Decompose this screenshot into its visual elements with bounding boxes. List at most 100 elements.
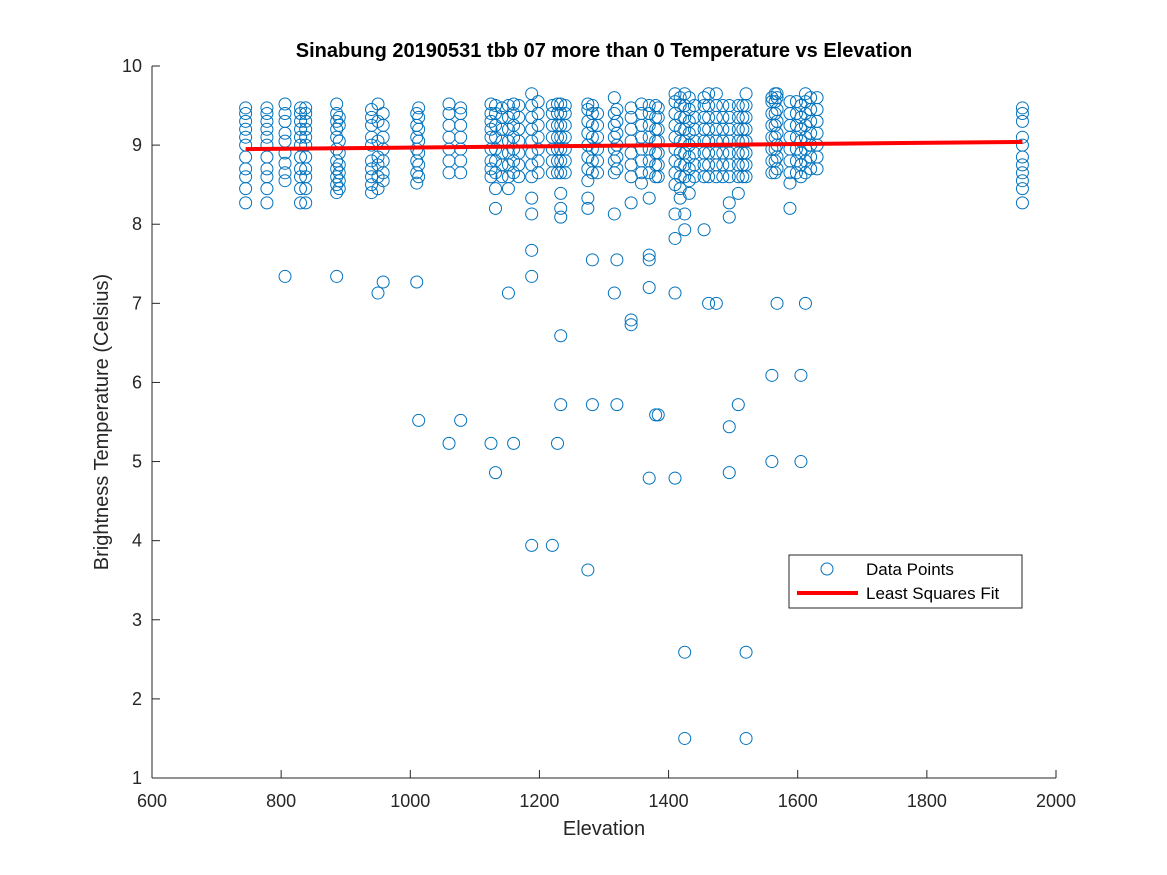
data-point (371, 286, 385, 300)
data-point (299, 138, 313, 152)
legend-marker-data-points (820, 562, 834, 576)
data-point (412, 413, 426, 427)
data-point (739, 731, 753, 745)
data-point (682, 91, 696, 105)
data-point (651, 408, 665, 422)
data-point (294, 170, 308, 184)
x-tick-label: 1000 (390, 791, 430, 811)
data-point (554, 329, 568, 343)
data-point (410, 176, 424, 190)
y-ticks: 1 2 3 4 5 6 7 8 9 10 (122, 56, 160, 788)
data-point (489, 182, 503, 196)
y-axis-label: Brightness Temperature (Celsius) (91, 274, 113, 570)
data-point (642, 248, 656, 262)
x-tick-label: 800 (266, 791, 296, 811)
data-point (770, 91, 784, 105)
data-point (607, 106, 621, 120)
x-tick-label: 1400 (649, 791, 689, 811)
data-point (501, 99, 515, 113)
data-point (765, 455, 779, 469)
data-point (260, 101, 274, 115)
data-point (716, 99, 730, 113)
data-point (687, 99, 701, 113)
data-point (330, 114, 344, 128)
data-point (454, 101, 468, 115)
data-point (507, 97, 521, 111)
data-point (330, 269, 344, 283)
x-axis-label: Elevation (563, 818, 645, 840)
data-point (585, 253, 599, 267)
data-point (581, 103, 595, 117)
x-tick-label: 1600 (778, 791, 818, 811)
data-point (810, 91, 824, 105)
data-point (558, 106, 572, 120)
data-point (554, 186, 568, 200)
data-point (299, 122, 313, 136)
data-point (294, 122, 308, 136)
data-point (260, 114, 274, 128)
data-point (260, 196, 274, 210)
data-point (794, 455, 808, 469)
data-point (794, 99, 808, 113)
x-tick-label: 1200 (519, 791, 559, 811)
data-point (702, 296, 716, 310)
data-point (678, 731, 692, 745)
data-point (585, 99, 599, 113)
data-point (239, 114, 253, 128)
data-point (365, 110, 379, 124)
data-point (610, 253, 624, 267)
data-point (736, 99, 750, 113)
data-point (299, 114, 313, 128)
axes (151, 66, 1056, 779)
data-point (668, 231, 682, 245)
data-point (454, 413, 468, 427)
legend-label-fit: Least Squares Fit (866, 584, 1000, 603)
data-point (495, 101, 509, 115)
data-point (697, 223, 711, 237)
data-point (722, 196, 736, 210)
data-point (702, 87, 716, 101)
data-point (651, 110, 665, 124)
data-point (783, 201, 797, 215)
data-point (410, 275, 424, 289)
data-point (770, 296, 784, 310)
data-point (1015, 196, 1029, 210)
data-point (365, 162, 379, 176)
data-point (484, 170, 498, 184)
data-point (1015, 101, 1029, 115)
data-point (299, 101, 313, 115)
data-point (642, 253, 656, 267)
data-point (634, 176, 648, 190)
data-point (731, 186, 745, 200)
data-point (278, 269, 292, 283)
data-point (489, 201, 503, 215)
data-point (678, 223, 692, 237)
data-point (294, 130, 308, 144)
data-point (531, 95, 545, 109)
data-point (673, 91, 687, 105)
data-point (798, 296, 812, 310)
chart-title: Sinabung 20190531 tbb 07 more than 0 Tem… (296, 40, 913, 62)
data-point (484, 122, 498, 136)
y-tick-label: 7 (132, 293, 142, 313)
data-point (668, 471, 682, 485)
data-point (610, 398, 624, 412)
data-point (260, 130, 274, 144)
data-point (239, 106, 253, 120)
data-point (678, 87, 692, 101)
data-point (525, 87, 539, 101)
data-point (299, 196, 313, 210)
x-tick-label: 2000 (1036, 791, 1076, 811)
data-point (545, 538, 559, 552)
data-point (722, 466, 736, 480)
data-point (442, 97, 456, 111)
data-point (682, 186, 696, 200)
data-point (1015, 114, 1029, 128)
data-point (610, 103, 624, 117)
data-point (278, 114, 292, 128)
data-point (634, 97, 648, 111)
legend-label-data-points: Data Points (866, 560, 954, 579)
data-point (554, 210, 568, 224)
data-point (642, 281, 656, 295)
